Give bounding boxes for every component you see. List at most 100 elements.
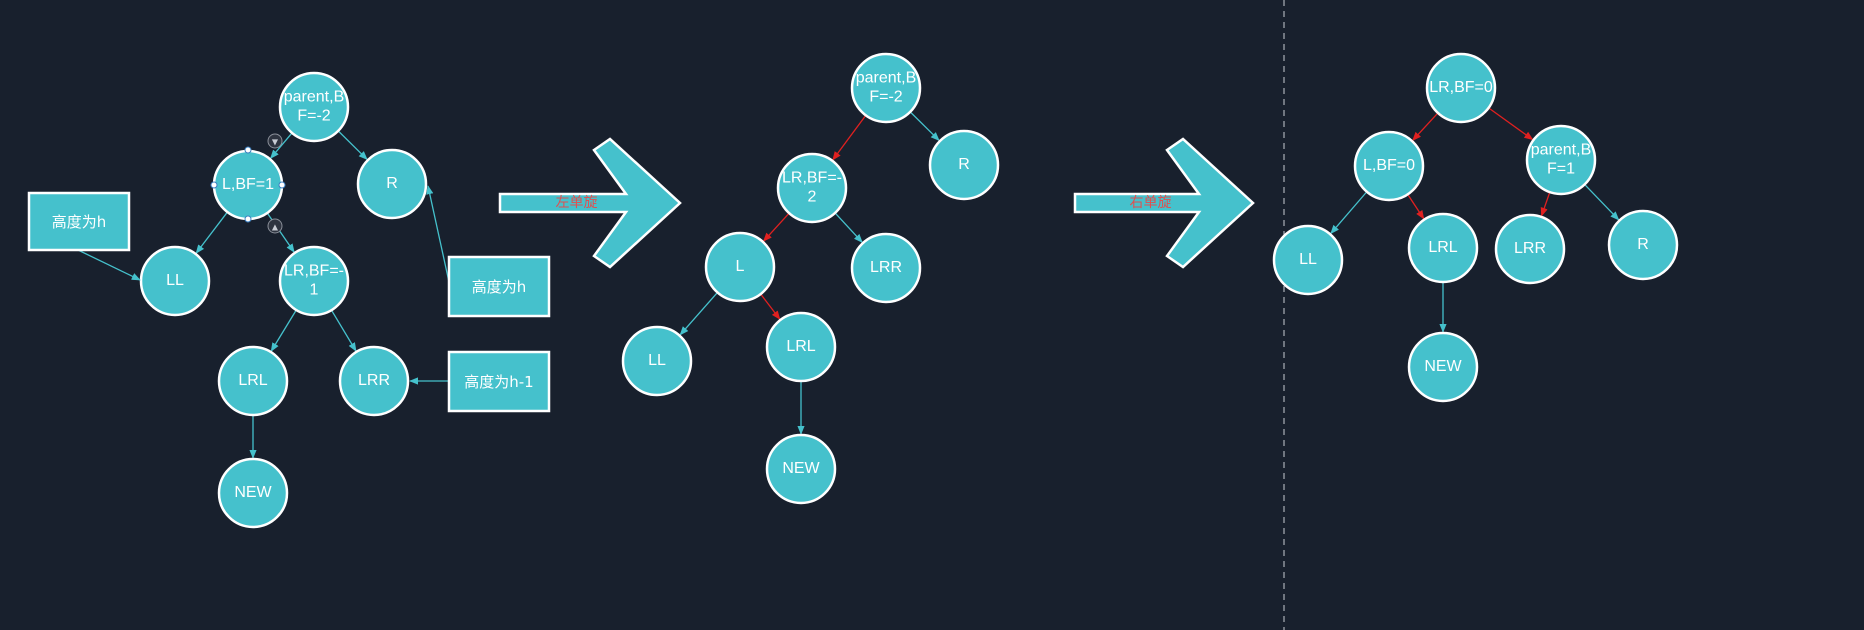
node-parent[interactable]: parent,B F=-2	[850, 52, 922, 124]
edge-parent-to-lrr	[1540, 191, 1551, 217]
node-circle	[850, 52, 922, 124]
note-height-h-minus-1: 高度为h-1	[409, 350, 551, 413]
edge-parent-to-lr	[832, 114, 867, 161]
node-r[interactable]: R	[356, 148, 428, 220]
selection-handle[interactable]	[210, 181, 218, 189]
node-circle	[928, 129, 1000, 201]
node-new[interactable]: NEW	[1407, 331, 1479, 403]
node-parent[interactable]: parent,B F=1	[1525, 124, 1597, 196]
node-circle	[278, 245, 350, 317]
node-label: LRL	[238, 372, 267, 389]
node-label: L,BF=0	[1363, 157, 1415, 174]
node-circle	[1607, 209, 1679, 281]
node-ll[interactable]: LL	[621, 325, 693, 397]
collapse-down-icon[interactable]: ▼	[267, 133, 283, 149]
note-height-h-left-box	[27, 191, 131, 252]
node-lr[interactable]: LR,BF=- 1	[278, 245, 350, 317]
node-l[interactable]: L,BF=0	[1353, 130, 1425, 202]
node-lrl[interactable]: LRL	[1407, 212, 1479, 284]
node-label: 2	[808, 189, 817, 206]
note-height-h-left-connector	[77, 249, 141, 281]
node-circle	[704, 231, 776, 303]
node-label: parent,B	[284, 89, 344, 106]
node-circle	[1494, 213, 1566, 285]
node-label: NEW	[782, 460, 820, 477]
node-circle	[1407, 331, 1479, 403]
edge-l-to-lr	[266, 212, 295, 253]
edge-l-to-lrl	[760, 293, 781, 320]
selection-handle[interactable]	[278, 181, 286, 189]
arrow-right-rotation: 右单旋	[1073, 137, 1255, 269]
edge-l-to-ll	[1330, 191, 1368, 235]
node-l[interactable]: L	[704, 231, 776, 303]
node-lrr[interactable]: LRR	[1494, 213, 1566, 285]
node-label: R	[1637, 236, 1649, 253]
node-l[interactable]: L,BF=1	[212, 149, 284, 221]
arrow-left-rotation-shape	[498, 137, 682, 269]
node-label: NEW	[1424, 358, 1462, 375]
node-label: parent,B	[1531, 142, 1591, 159]
svg-text:▲: ▲	[272, 223, 279, 232]
note-height-h-left: 高度为h	[27, 191, 141, 281]
node-lrl[interactable]: LRL	[765, 311, 837, 383]
node-new[interactable]: NEW	[765, 433, 837, 505]
edge-l-to-lrl	[1407, 194, 1425, 220]
node-lrl[interactable]: LRL	[217, 345, 289, 417]
diagram1: parent,B F=-2 L,BF=1 R LL LR,BF=- 1 LRL LRR NEW	[139, 71, 428, 529]
node-r[interactable]: R	[1607, 209, 1679, 281]
collapse-up-icon[interactable]: ▲	[267, 218, 283, 234]
node-r[interactable]: R	[928, 129, 1000, 201]
note-height-h-right: 高度为h	[426, 185, 551, 318]
edge-lr-to-l	[762, 212, 790, 242]
arrow-left-rotation-label: 左单旋	[556, 195, 598, 211]
arrow-right-rotation-label: 右单旋	[1130, 195, 1172, 211]
node-label: F=1	[1547, 161, 1575, 178]
node-label: R	[958, 156, 970, 173]
node-ll[interactable]: LL	[1272, 224, 1344, 296]
node-lrr[interactable]: LRR	[338, 345, 410, 417]
edge-lr-to-lrr	[834, 212, 863, 243]
edge-lr-to-parent	[1488, 107, 1534, 141]
node-circle	[139, 245, 211, 317]
note-height-h-minus-1-box	[447, 350, 551, 413]
node-circle	[278, 71, 350, 143]
node-label: F=-2	[297, 108, 330, 125]
node-label: parent,B	[856, 70, 916, 87]
note-height-h-right-box	[447, 255, 551, 318]
node-circle	[765, 433, 837, 505]
edge-lr-to-l	[1412, 112, 1439, 141]
edge-l-to-ll	[679, 292, 718, 336]
node-label: LL	[166, 272, 184, 289]
selection-handle[interactable]	[244, 146, 252, 154]
node-new[interactable]: NEW	[217, 457, 289, 529]
node-circle	[765, 311, 837, 383]
selection-handle[interactable]	[244, 215, 252, 223]
note-height-h-minus-1-text: 高度为h-1	[464, 373, 533, 391]
node-ll[interactable]: LL	[139, 245, 211, 317]
node-label: 1	[310, 282, 319, 299]
node-circle	[621, 325, 693, 397]
node-circle	[776, 152, 848, 224]
node-circle	[1272, 224, 1344, 296]
note-height-h-right-connector	[426, 185, 450, 283]
node-label: LRR	[358, 372, 390, 389]
node-label: R	[386, 175, 398, 192]
note-height-h-right-text: 高度为h	[472, 278, 527, 296]
node-circle	[356, 148, 428, 220]
node-parent[interactable]: parent,B F=-2	[278, 71, 350, 143]
edge-l-to-ll	[195, 211, 228, 254]
node-label: LR,BF=-	[284, 263, 344, 280]
node-label: LL	[1299, 251, 1317, 268]
arrow-right-rotation-shape	[1073, 137, 1255, 269]
node-label: LRL	[786, 338, 815, 355]
edge-lr-to-lrr	[330, 309, 357, 352]
node-label: LRR	[1514, 240, 1546, 257]
node-circle	[1425, 52, 1497, 124]
node-lr[interactable]: LR,BF=- 2	[776, 152, 848, 224]
node-lrr[interactable]: LRR	[850, 232, 922, 304]
node-lr[interactable]: LR,BF=0	[1425, 52, 1497, 124]
node-circle	[217, 457, 289, 529]
note-height-h-left-text: 高度为h	[52, 213, 107, 231]
node-circle	[1407, 212, 1479, 284]
